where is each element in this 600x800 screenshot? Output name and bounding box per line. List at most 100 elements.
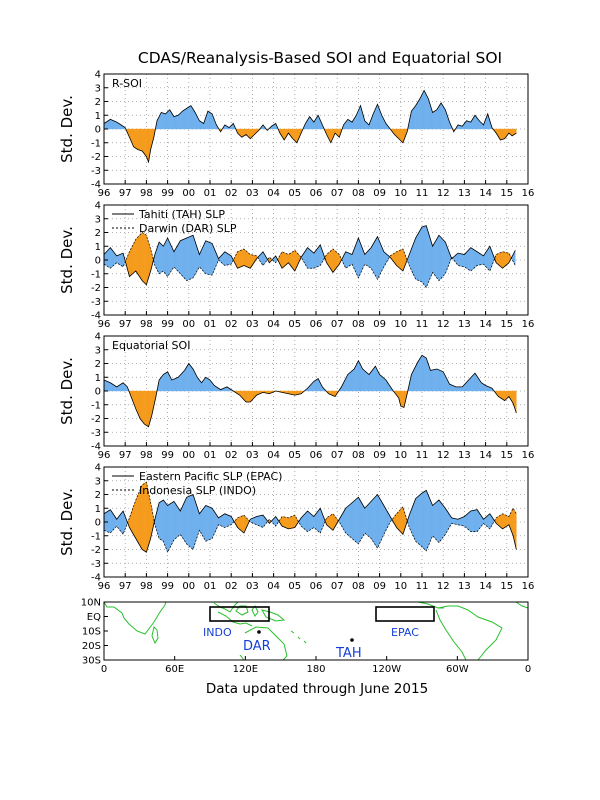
y-axis-label: Std. Dev. xyxy=(58,95,76,163)
panel-tahiti-darwin: Tahiti (TAH) SLP Darwin (DAR) SLP Std. D… xyxy=(58,201,534,331)
x-tick-label: 14 xyxy=(479,581,492,592)
x-tick-label: 08 xyxy=(352,319,365,330)
x-tick-label: 04 xyxy=(267,319,280,330)
epac-label: EPAC xyxy=(391,626,419,639)
indo-box xyxy=(209,606,270,622)
map-y-tick-label: EQ xyxy=(87,612,101,623)
map-x-tick-label: 120E xyxy=(233,664,258,675)
legend-tahiti: Tahiti (TAH) SLP xyxy=(138,208,225,221)
x-tick-label: 96 xyxy=(98,581,111,592)
x-tick-label: 04 xyxy=(267,450,280,461)
x-tick-label: 10 xyxy=(394,450,407,461)
x-tick-label: 98 xyxy=(140,188,153,199)
x-tick-label: 00 xyxy=(182,581,195,592)
legend-epac: Eastern Pacific SLP (EPAC) xyxy=(139,470,282,483)
tahiti-marker xyxy=(350,638,354,642)
x-tick-label: 98 xyxy=(140,319,153,330)
y-tick-label: 3 xyxy=(95,83,101,94)
y-tick-label: 2 xyxy=(95,359,101,370)
x-tick-label: 96 xyxy=(98,188,111,199)
x-tick-label: 03 xyxy=(246,188,259,199)
x-tick-label: 16 xyxy=(522,450,535,461)
map-x-tick-label: 120W xyxy=(372,664,401,675)
y-tick-label: -2 xyxy=(91,152,101,163)
series-line xyxy=(103,354,517,428)
x-tick-label: 14 xyxy=(479,188,492,199)
chart-title: CDAS/Reanalysis-Based SOI and Equatorial… xyxy=(138,49,502,67)
y-tick-label: -2 xyxy=(91,414,101,425)
madagascar-outline xyxy=(151,626,159,645)
x-tick-label: 13 xyxy=(458,581,471,592)
x-tick-label: 13 xyxy=(458,319,471,330)
legend-darwin: Darwin (DAR) SLP xyxy=(139,222,237,235)
y-tick-label: -4 xyxy=(91,311,101,322)
y-axis-label: Std. Dev. xyxy=(58,226,76,294)
x-tick-label: 00 xyxy=(182,188,195,199)
y-tick-label: 2 xyxy=(95,97,101,108)
x-tick-label: 12 xyxy=(437,450,450,461)
x-tick-label: 02 xyxy=(225,188,238,199)
x-tick-label: 10 xyxy=(394,581,407,592)
panel-label: R-SOI xyxy=(112,77,142,90)
australia-coastline xyxy=(244,626,288,661)
x-tick-label: 11 xyxy=(416,188,429,199)
x-tick-label: 96 xyxy=(98,450,111,461)
y-tick-label: 4 xyxy=(95,463,101,474)
x-tick-label: 12 xyxy=(437,319,450,330)
x-tick-label: 96 xyxy=(98,319,111,330)
x-tick-label: 02 xyxy=(225,319,238,330)
y-tick-label: -2 xyxy=(91,283,101,294)
central-america-coastline xyxy=(417,601,444,609)
y-tick-label: 4 xyxy=(95,70,101,81)
darwin-line xyxy=(103,232,516,289)
x-tick-label: 07 xyxy=(331,450,344,461)
eastern-line xyxy=(103,489,517,553)
x-tick-label: 16 xyxy=(522,319,535,330)
y-tick-label: 1 xyxy=(95,504,101,515)
y-tick-label: 0 xyxy=(95,387,101,398)
x-tick-label: 07 xyxy=(331,319,344,330)
x-tick-label: 01 xyxy=(204,450,217,461)
x-tick-label: 04 xyxy=(267,581,280,592)
x-tick-label: 13 xyxy=(458,450,471,461)
x-tick-label: 01 xyxy=(204,581,217,592)
y-tick-label: -4 xyxy=(91,573,101,584)
x-tick-label: 99 xyxy=(161,581,174,592)
x-tick-label: 97 xyxy=(119,188,132,199)
panel-epac-indo: Eastern Pacific SLP (EPAC) Indonesia SLP… xyxy=(58,463,534,593)
footer-note: Data updated through June 2015 xyxy=(206,681,428,697)
area-fills xyxy=(103,354,517,428)
x-tick-label: 00 xyxy=(182,450,195,461)
darwin-marker xyxy=(257,630,261,634)
y-tick-label: 1 xyxy=(95,111,101,122)
y-tick-label: -1 xyxy=(91,531,101,542)
x-tick-label: 13 xyxy=(458,188,471,199)
x-tick-label: 16 xyxy=(522,581,535,592)
x-tick-label: 11 xyxy=(416,581,429,592)
y-axis-label: Std. Dev. xyxy=(58,357,76,425)
x-tick-label: 14 xyxy=(479,319,492,330)
sumatra-java-outline xyxy=(217,611,253,627)
y-tick-label: -3 xyxy=(91,297,101,308)
x-tick-label: 02 xyxy=(225,581,238,592)
x-tick-label: 11 xyxy=(416,450,429,461)
y-tick-label: -2 xyxy=(91,545,101,556)
x-tick-label: 15 xyxy=(500,188,513,199)
indonesia-line xyxy=(103,481,517,554)
new-guinea-outline xyxy=(260,609,286,622)
y-tick-label: 0 xyxy=(95,125,101,136)
y-tick-label: -4 xyxy=(91,180,101,191)
x-tick-label: 99 xyxy=(161,319,174,330)
x-tick-label: 11 xyxy=(416,319,429,330)
x-tick-label: 09 xyxy=(373,450,386,461)
y-tick-label: -1 xyxy=(91,138,101,149)
map-x-tick-label: 0 xyxy=(101,664,107,675)
x-tick-label: 98 xyxy=(140,450,153,461)
y-tick-label: 3 xyxy=(95,214,101,225)
y-tick-label: -1 xyxy=(91,400,101,411)
negative-fill xyxy=(515,128,517,134)
x-tick-label: 06 xyxy=(310,450,323,461)
x-tick-label: 00 xyxy=(182,319,195,330)
